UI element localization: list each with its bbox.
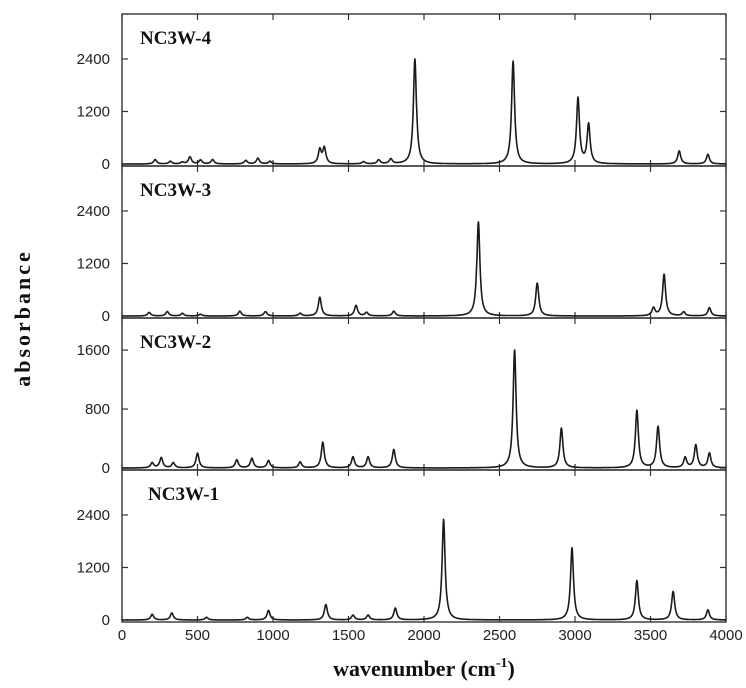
x-tick-label: 4000: [709, 627, 742, 644]
panel-label: NC3W-3: [140, 180, 211, 201]
x-tick-label: 3500: [634, 627, 667, 644]
y-tick-label: 0: [102, 460, 110, 477]
y-tick-label: 2400: [77, 203, 110, 220]
panel-frame: [121, 165, 727, 319]
x-axis-title-end: ): [508, 656, 515, 681]
panel-label: NC3W-4: [140, 28, 212, 49]
panel-frame: [121, 317, 727, 471]
spectrum-line: [121, 349, 727, 469]
x-tick-label: 2500: [483, 627, 516, 644]
x-axis-title-superscript: -1: [496, 656, 508, 671]
x-tick-label: 0: [118, 627, 126, 644]
y-tick-label: 0: [102, 612, 110, 629]
y-tick-label: 800: [85, 401, 110, 418]
x-tick-label: 1500: [332, 627, 365, 644]
y-tick-label: 0: [102, 308, 110, 325]
x-tick-label: 1000: [256, 627, 289, 644]
x-tick-label: 3000: [558, 627, 591, 644]
y-tick-label: 1600: [77, 342, 110, 359]
x-axis-title: wavenumber (cm-1): [333, 656, 515, 681]
y-tick-label: 2400: [77, 507, 110, 524]
spectrum-line: [121, 221, 727, 317]
spectrum-line: [121, 518, 727, 621]
x-tick-label: 2000: [407, 627, 440, 644]
panel-label: NC3W-2: [140, 332, 211, 353]
y-tick-label: 1200: [77, 560, 110, 577]
chart-panels: 0 1200 2400 NC3W-4 0 1200 2400 NC3W-3 0 800 1600 NC…: [77, 13, 743, 644]
x-axis-title-main: wavenumber (cm: [333, 656, 496, 681]
y-tick-label: 1200: [77, 256, 110, 273]
spectrum-line: [121, 58, 727, 165]
y-tick-label: 1200: [77, 104, 110, 121]
panel-label: NC3W-1: [148, 484, 219, 505]
y-tick-label: 0: [102, 156, 110, 173]
y-tick-label: 2400: [77, 51, 110, 68]
y-axis-title: absorbance: [10, 249, 35, 387]
panel-frame: [121, 13, 727, 167]
x-tick-label: 500: [185, 627, 210, 644]
